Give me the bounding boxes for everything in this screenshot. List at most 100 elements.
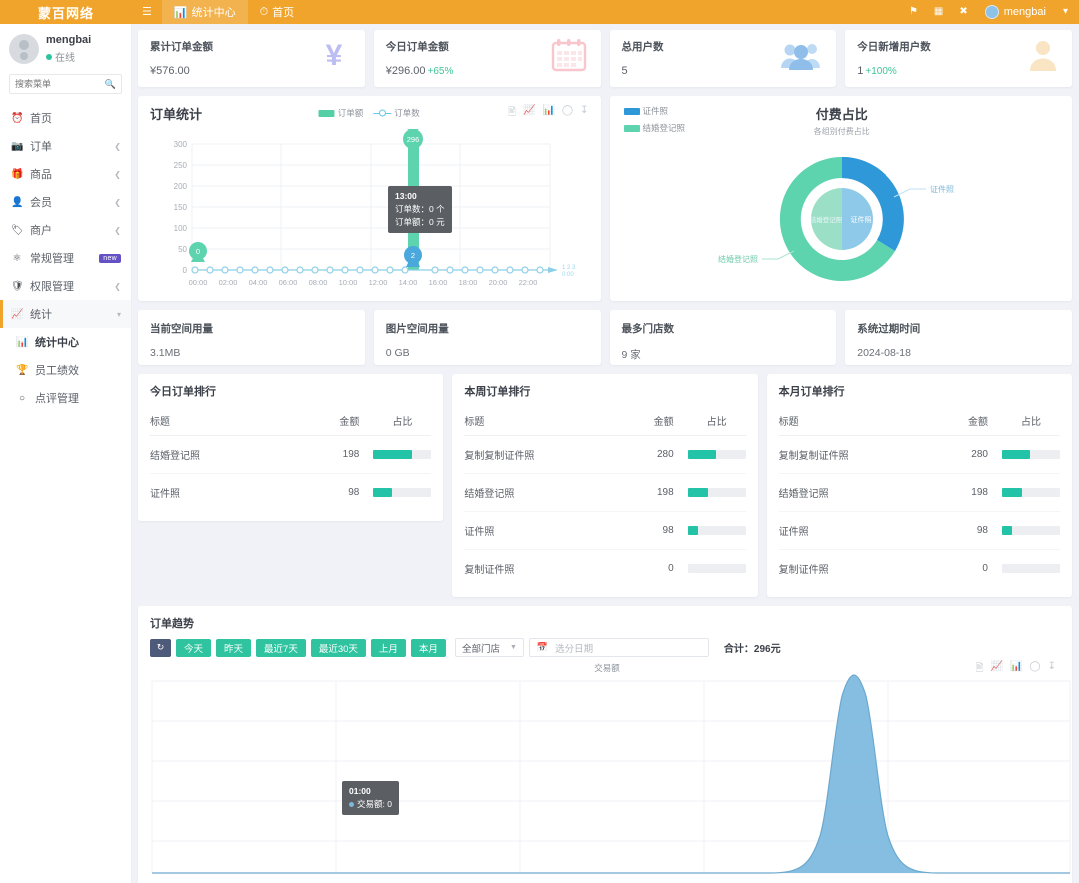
svg-text:02:00: 02:00	[219, 278, 238, 287]
line-chart-icon[interactable]: 📈	[990, 661, 1003, 672]
sidebar-item-review-management[interactable]: ○ 点评管理	[0, 384, 131, 412]
chevron-left-icon: ❮	[114, 197, 121, 207]
stat-delta: +100%	[865, 66, 897, 77]
tab-label: 统计中心	[191, 7, 236, 19]
refresh-button[interactable]: ↻	[150, 638, 171, 657]
sidebar-item-staff-performance[interactable]: 🏆 员工绩效	[0, 356, 131, 384]
clock-icon: ⏱	[259, 5, 269, 18]
cell-pct	[673, 435, 746, 474]
cell-title: 复制证件照	[778, 565, 829, 576]
line-chart-icon[interactable]: 📈	[523, 105, 536, 116]
sidebar-menu: ⏰ 首页 📷 订单 ❮ 🎁 商品 ❮ 👤 会员 ❮ 🏷 商户 ❮	[0, 104, 131, 422]
legend-item-count[interactable]: 订单数	[373, 107, 420, 119]
user-name: mengbai	[1003, 6, 1046, 18]
stat-label: 系统过期时间	[857, 323, 921, 335]
progress-track	[1001, 450, 1060, 459]
legend-item-id-photo[interactable]: 证件照	[623, 105, 686, 117]
home-icon[interactable]: ⚑	[908, 6, 918, 17]
sidebar-item-orders[interactable]: 📷 订单 ❮	[0, 132, 131, 160]
sidebar-item-label: 员工绩效	[35, 365, 79, 377]
trend-title: 订单趋势	[150, 618, 194, 630]
range-button-yesterday[interactable]: 昨天	[216, 638, 252, 657]
sidebar-profile[interactable]: mengbai 在线	[0, 24, 131, 72]
new-badge: new	[99, 253, 121, 263]
restore-icon[interactable]: ◯	[1029, 661, 1041, 672]
col-pct: 占比	[673, 408, 746, 436]
clock-icon: ⏰	[11, 112, 24, 124]
svg-text:100: 100	[174, 224, 188, 233]
sidebar-item-general-management[interactable]: ⚛ 常规管理 new	[0, 244, 131, 272]
cell-pct	[674, 550, 746, 588]
cell-pct	[988, 550, 1060, 588]
tab-label: 首页	[272, 7, 295, 19]
order-trend-card: 订单趋势 ↻ 今天 昨天 最近7天 最近30天 上月 本月 全部门店 ▼ 📅 选…	[138, 606, 1072, 883]
range-button-today[interactable]: 今天	[176, 638, 212, 657]
marker-0: 0	[189, 242, 207, 262]
sliders-icon: ⚛	[12, 252, 22, 264]
stat-card-current-space-usage: 当前空间用量 3.1MB	[138, 310, 365, 365]
progress-track	[687, 450, 746, 459]
bar-chart-icon[interactable]: 📊	[1009, 661, 1023, 672]
search-input[interactable]	[15, 79, 105, 89]
range-button-this-month[interactable]: 本月	[410, 638, 446, 657]
cell-pct	[987, 435, 1060, 474]
cell-title: 结婚登记照	[464, 473, 616, 512]
table-row: 证件照 98	[150, 474, 432, 512]
sidebar-item-permission-management[interactable]: 🛡 权限管理 ❮	[0, 272, 131, 300]
sidebar-item-statistics[interactable]: 📈 统计 ▾	[0, 300, 131, 328]
yen-icon: ¥	[317, 38, 351, 72]
sidebar-item-statistics-center[interactable]: 📊 统计中心	[0, 328, 131, 356]
search-icon[interactable]: 🔍	[104, 78, 116, 89]
legend-label: 订单额	[337, 108, 364, 118]
legend-item-amount[interactable]: 订单额	[318, 107, 364, 119]
data-view-icon[interactable]: 🖹	[975, 663, 984, 674]
data-view-icon[interactable]: 🖹	[507, 107, 516, 118]
tab-statistics-center[interactable]: 📊 统计中心	[161, 0, 248, 24]
slice-marriage-photo[interactable]	[779, 156, 895, 281]
progress-fill	[1001, 488, 1023, 497]
sidebar-item-merchants[interactable]: 🏷 商户 ❮	[0, 216, 131, 244]
restore-icon[interactable]: ◯	[561, 105, 574, 116]
stat-label: 总用户数	[621, 41, 664, 53]
svg-text:200: 200	[174, 182, 188, 191]
tooltip-marker-icon	[349, 802, 354, 807]
legend-swatch	[623, 107, 640, 115]
range-button-last-month[interactable]: 上月	[370, 638, 406, 657]
chevron-down-icon[interactable]: ▾	[1062, 6, 1068, 17]
sidebar-item-products[interactable]: 🎁 商品 ❮	[0, 160, 131, 188]
payment-ratio-chart: 付费占比 各组别付费占比 证件照 结婚登记照	[609, 96, 1072, 301]
range-button-last-30-days[interactable]: 最近30天	[310, 638, 366, 657]
store-select[interactable]: 全部门店 ▼	[454, 638, 524, 657]
bar-chart-icon[interactable]: 📊	[542, 105, 555, 116]
legend-item-marriage-photo[interactable]: 结婚登记照	[623, 122, 685, 134]
table-row: 复制证件照 0	[464, 550, 746, 588]
svg-text:1 2 3: 1 2 3	[562, 265, 576, 271]
date-picker[interactable]: 📅 选分日期	[528, 638, 709, 657]
brand-logo[interactable]: 蒙百网络	[37, 5, 94, 21]
sidebar-item-members[interactable]: 👤 会员 ❮	[0, 188, 131, 216]
cell-title: 复制复制证件照	[464, 435, 616, 474]
trash-icon[interactable]: ▦	[933, 6, 944, 17]
col-amount: 金额	[929, 408, 988, 436]
fullscreen-icon[interactable]: ✖	[959, 6, 968, 17]
range-button-last-7-days[interactable]: 最近7天	[256, 638, 306, 657]
stat-value: ¥296.00	[385, 65, 426, 77]
avatar	[984, 5, 999, 19]
chevron-left-icon: ❮	[114, 141, 121, 151]
stat-value: 2024-08-18	[857, 347, 911, 359]
sidebar-search[interactable]: 🔍	[9, 74, 122, 94]
download-icon[interactable]: ↧	[580, 105, 589, 116]
sidebar-item-home[interactable]: ⏰ 首页	[0, 104, 131, 132]
progress-track	[1001, 488, 1060, 497]
trend-legend[interactable]: 交易额	[590, 662, 620, 674]
table-row: 复制复制证件照 280	[778, 435, 1060, 474]
stat-card-today-order-amount: 今日订单金额 ¥296.00 +65%	[373, 30, 601, 87]
sidebar-item-label: 订单	[30, 141, 52, 153]
user-menu[interactable]: mengbai	[977, 5, 1054, 19]
sidebar-item-label: 商户	[30, 225, 52, 237]
slice-id-photo[interactable]	[841, 157, 904, 251]
tab-home[interactable]: ⏱ 首页	[248, 0, 307, 24]
hamburger-icon[interactable]: ☰	[142, 6, 152, 18]
download-icon[interactable]: ↧	[1047, 661, 1056, 672]
trend-area[interactable]	[152, 675, 1070, 873]
